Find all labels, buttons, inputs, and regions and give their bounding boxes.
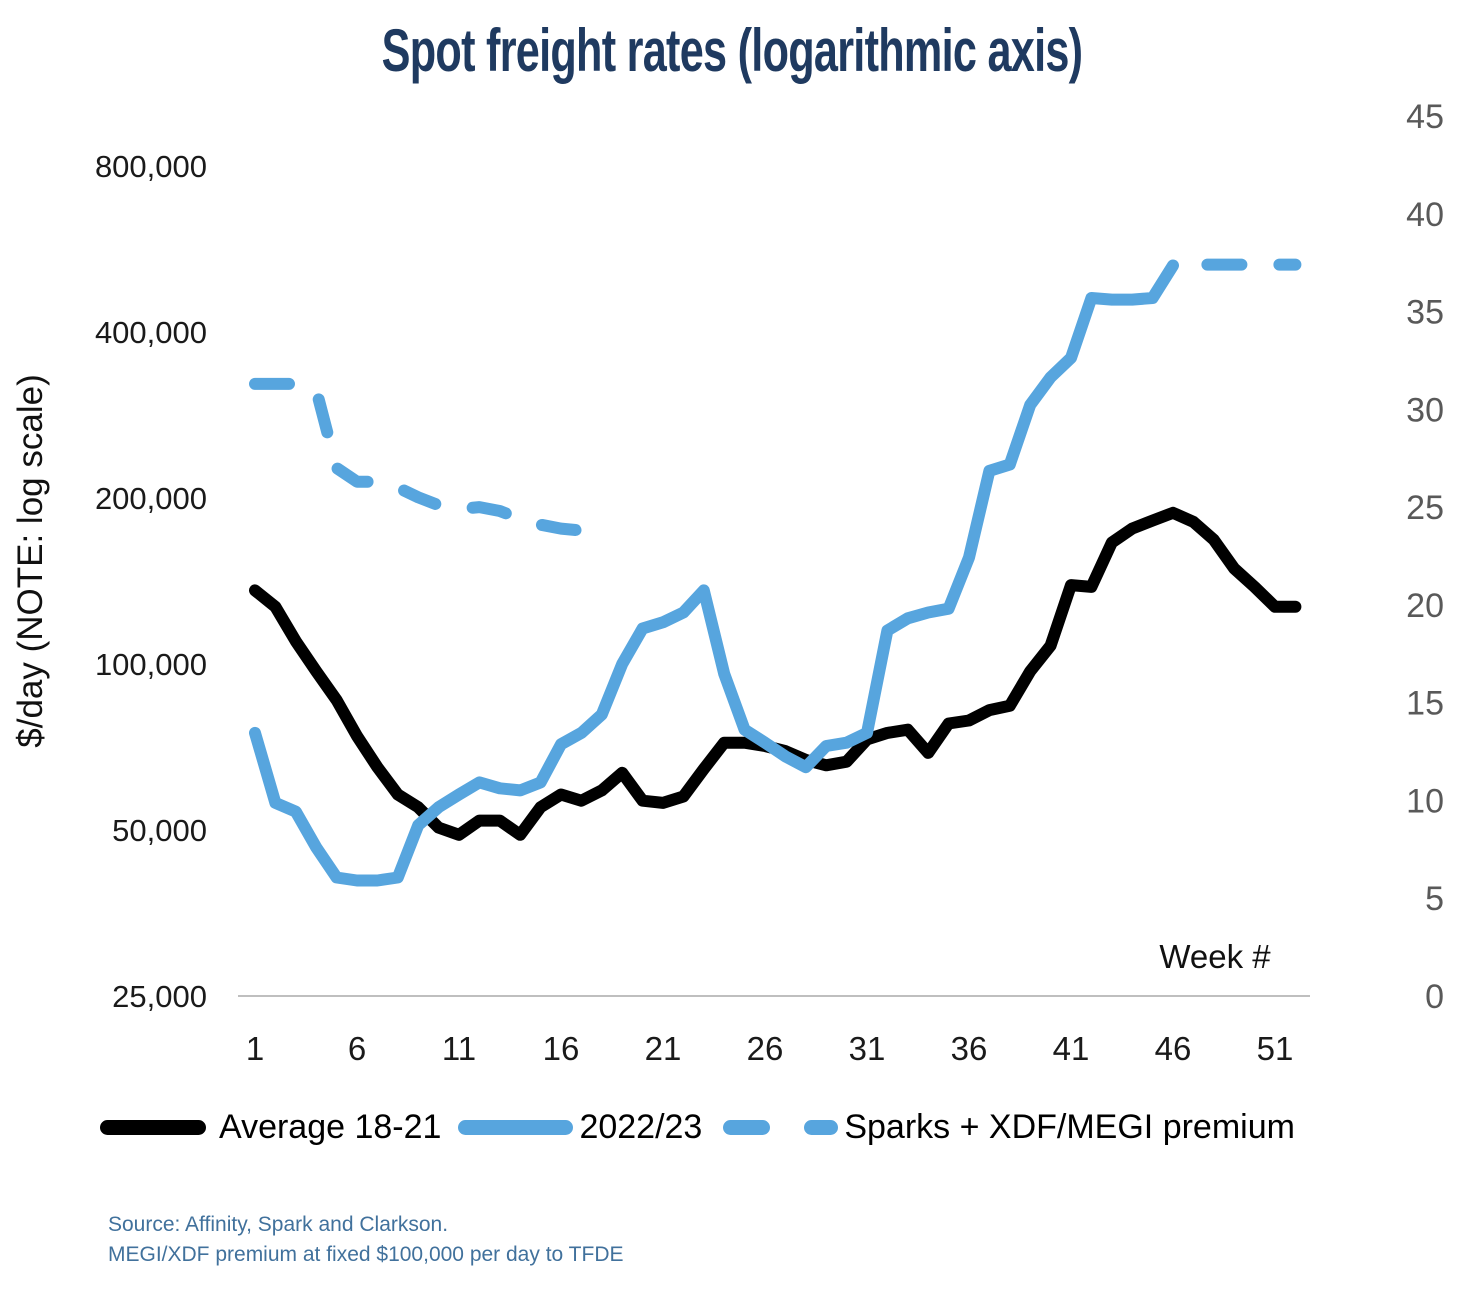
y-right-tick-label: 30 xyxy=(1406,391,1444,429)
legend-dash-icon xyxy=(723,1119,771,1135)
legend: Average 18-21 2022/23 Sparks + XDF/MEGI … xyxy=(100,1104,1295,1150)
legend-label-average-18-21: Average 18-21 xyxy=(219,1107,442,1146)
x-tick-label: 1 xyxy=(246,1030,264,1067)
chart-title: Spot freight rates (logarithmic axis) xyxy=(381,17,1083,84)
y-right-tick-label: 45 xyxy=(1406,98,1444,136)
x-tick-label: 21 xyxy=(645,1030,682,1067)
y-right-tick-label: 35 xyxy=(1406,294,1444,332)
y-right-tick-label: 20 xyxy=(1406,587,1444,625)
y-right-tick-label: 10 xyxy=(1406,782,1444,820)
y-right-tick-label: 0 xyxy=(1425,978,1444,1016)
y-left-tick-label: 25,000 xyxy=(112,979,207,1014)
x-tick-label: 26 xyxy=(747,1030,784,1067)
legend-swatch-2022-23 xyxy=(458,1119,574,1135)
series-line-average-18-21 xyxy=(249,506,1302,841)
legend-swatch-average-18-21 xyxy=(100,1119,206,1135)
source-line-2: MEGI/XDF premium at fixed $100,000 per d… xyxy=(108,1243,624,1266)
x-tick-label: 6 xyxy=(348,1030,366,1067)
source-note: Source: Affinity, Spark and Clarkson. ME… xyxy=(108,1210,624,1270)
x-tick-label: 11 xyxy=(442,1030,476,1067)
y-right-tick-label: 15 xyxy=(1406,685,1444,723)
y-left-tick-label: 200,000 xyxy=(95,481,207,516)
legend-swatch-sparks-premium xyxy=(723,1119,839,1135)
legend-label-sparks-premium: Sparks + XDF/MEGI premium xyxy=(844,1107,1295,1146)
x-tick-label: 51 xyxy=(1257,1030,1294,1067)
x-axis-title: Week # xyxy=(1159,938,1271,975)
y-left-tick-label: 50,000 xyxy=(112,813,207,848)
x-tick-label: 41 xyxy=(1053,1030,1090,1067)
y-left-tick-label: 800,000 xyxy=(95,149,207,184)
legend-label-2022-23: 2022/23 xyxy=(579,1107,703,1146)
x-tick-label: 31 xyxy=(849,1030,886,1067)
series-line-2022-23 xyxy=(249,259,1179,887)
x-tick-label: 16 xyxy=(543,1030,580,1067)
x-tick-label: 46 xyxy=(1155,1030,1192,1067)
y-right-tick-label: 40 xyxy=(1406,196,1444,234)
source-line-1: Source: Affinity, Spark and Clarkson. xyxy=(108,1213,449,1236)
y-right-tick-label: 5 xyxy=(1425,880,1444,918)
series-line-sparks-premium xyxy=(249,377,588,537)
y-left-tick-label: 100,000 xyxy=(95,647,207,682)
x-tick-label: 36 xyxy=(951,1030,988,1067)
y-right-tick-label: 25 xyxy=(1406,489,1444,527)
legend-dash-icon xyxy=(804,1119,839,1135)
y-left-tick-label: 400,000 xyxy=(95,315,207,350)
y-axis-title: $/day (NOTE: log scale) xyxy=(11,374,50,748)
